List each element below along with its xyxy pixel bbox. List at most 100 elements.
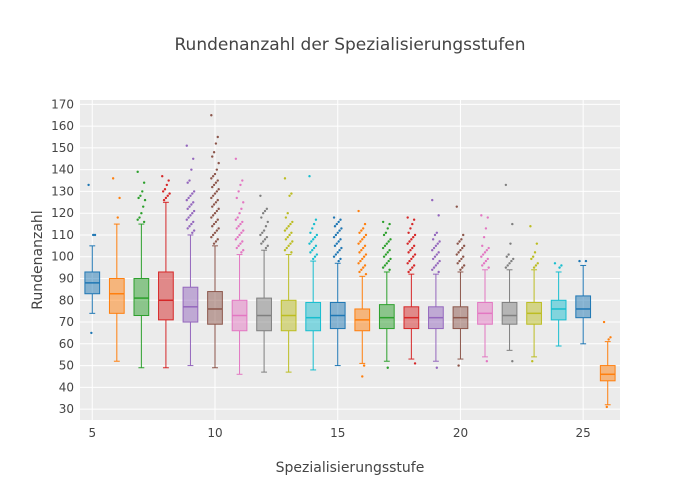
- outlier-point: [458, 259, 461, 263]
- outlier-point: [386, 251, 389, 254]
- outlier-point: [433, 233, 437, 237]
- box-stufe-12: [256, 194, 272, 373]
- outlier-point: [217, 188, 220, 191]
- outlier-point: [410, 257, 413, 261]
- outlier-point: [308, 174, 311, 178]
- outlier-point: [457, 251, 460, 254]
- outlier-point: [260, 242, 263, 245]
- outlier-point: [411, 266, 414, 269]
- outlier-point: [91, 233, 95, 237]
- outlier-point: [211, 174, 215, 178]
- outlier-point: [504, 266, 508, 269]
- outlier-point: [460, 238, 463, 241]
- outlier-point: [261, 240, 265, 243]
- outlier-point: [261, 231, 264, 234]
- outlier-point: [384, 231, 388, 234]
- outlier-point: [409, 268, 412, 271]
- outlier-point: [333, 225, 337, 228]
- outlier-point: [284, 238, 288, 241]
- outlier-point: [283, 249, 287, 252]
- outlier-point: [116, 216, 119, 219]
- outlier-point: [482, 262, 486, 265]
- outlier-point: [314, 218, 318, 221]
- outlier-point: [286, 211, 289, 215]
- outlier-point: [192, 201, 195, 204]
- outlier-point: [361, 238, 364, 241]
- outlier-point: [288, 233, 291, 237]
- outlier-point: [188, 179, 191, 182]
- outlier-point: [266, 244, 269, 248]
- outlier-point: [162, 198, 166, 202]
- box-stufe-16: [354, 209, 371, 378]
- outlier-point: [437, 214, 440, 217]
- outlier-point: [185, 144, 188, 147]
- outlier-point: [407, 231, 410, 234]
- outlier-point: [462, 233, 465, 237]
- outlier-point: [480, 214, 483, 217]
- box-stufe-23: [526, 225, 542, 363]
- outlier-point: [185, 218, 188, 221]
- outlier-point: [434, 244, 438, 248]
- outlier-point: [214, 201, 218, 204]
- outlier-point: [142, 220, 146, 224]
- outlier-point: [314, 244, 318, 248]
- outlier-point: [289, 242, 292, 245]
- outlier-point: [387, 240, 390, 243]
- outlier-point: [481, 264, 484, 267]
- outlier-point: [283, 177, 287, 180]
- outlier-point: [190, 222, 193, 226]
- outlier-point: [510, 259, 513, 263]
- outlier-point: [358, 270, 361, 274]
- outlier-point: [436, 242, 439, 245]
- plot-background: [80, 100, 620, 420]
- outlier-point: [412, 264, 416, 267]
- outlier-point: [412, 255, 415, 258]
- outlier-point: [358, 251, 361, 254]
- outlier-point: [482, 235, 486, 239]
- outlier-point: [210, 114, 213, 117]
- outlier-point: [161, 190, 165, 193]
- outlier-point: [312, 222, 316, 226]
- outlier-point: [388, 268, 391, 271]
- outlier-point: [287, 244, 290, 248]
- outlier-point: [216, 135, 219, 139]
- outlier-point: [111, 177, 115, 180]
- outlier-point: [213, 192, 217, 195]
- outlier-point: [236, 216, 239, 219]
- outlier-point: [337, 240, 340, 243]
- outlier-point: [189, 214, 192, 217]
- y-tick-label: 120: [51, 206, 74, 220]
- outlier-point: [217, 161, 220, 165]
- outlier-point: [432, 266, 436, 269]
- outlier-point: [167, 179, 170, 182]
- outlier-point: [411, 222, 414, 226]
- outlier-point: [87, 183, 90, 187]
- y-tick-label: 40: [59, 380, 74, 394]
- outlier-point: [534, 264, 538, 267]
- outlier-point: [142, 181, 146, 184]
- outlier-point: [336, 251, 339, 254]
- box-stufe-5: [84, 183, 101, 335]
- outlier-point: [239, 242, 242, 245]
- outlier-point: [431, 268, 434, 271]
- outlier-point: [409, 227, 412, 230]
- outlier-point: [335, 242, 339, 245]
- outlier-point: [338, 249, 341, 252]
- outlier-point: [187, 216, 190, 219]
- outlier-point: [311, 249, 314, 252]
- outlier-point: [263, 238, 267, 241]
- outlier-point: [436, 262, 439, 265]
- outlier-point: [265, 235, 269, 239]
- outlier-point: [136, 218, 139, 221]
- outlier-point: [259, 233, 262, 237]
- box-iqr: [256, 297, 272, 332]
- outlier-point: [388, 222, 391, 226]
- outlier-point: [336, 231, 339, 234]
- outlier-point: [382, 255, 386, 258]
- outlier-point: [191, 192, 194, 195]
- y-tick-label: 140: [51, 163, 74, 177]
- outlier-point: [435, 253, 439, 256]
- outlier-point: [357, 209, 360, 213]
- outlier-point: [411, 246, 414, 250]
